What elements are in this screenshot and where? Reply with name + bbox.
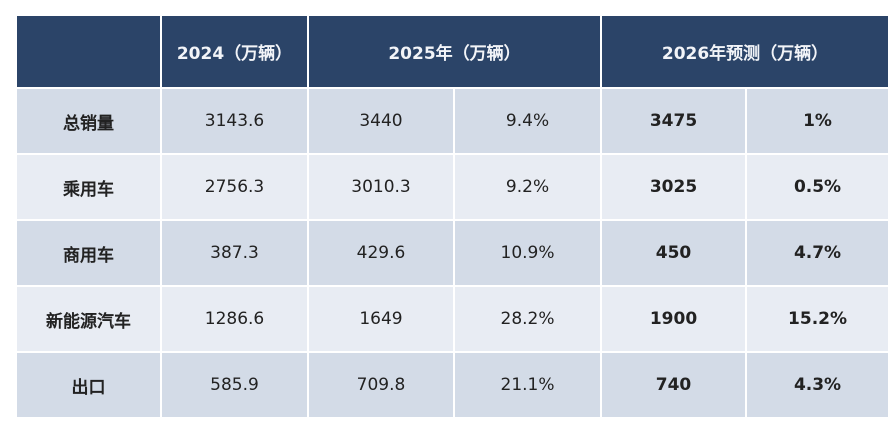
table-row: 乘用车 2756.3 3010.3 9.2% 3025 0.5% — [15, 153, 891, 221]
row-label: 商用车 — [15, 219, 162, 287]
table-row: 新能源汽车 1286.6 1649 28.2% 1900 15.2% — [15, 285, 891, 353]
growth-2026: 15.2% — [745, 285, 891, 353]
value-2024: 2756.3 — [160, 153, 309, 221]
row-label: 出口 — [15, 351, 162, 419]
growth-2026: 0.5% — [745, 153, 891, 221]
value-2026: 3475 — [600, 87, 748, 155]
growth-2026: 4.7% — [745, 219, 891, 287]
value-2025: 3440 — [307, 87, 455, 155]
value-2025: 709.8 — [307, 351, 455, 419]
value-2026: 1900 — [600, 285, 748, 353]
header-2026: 2026年预测（万辆） — [600, 14, 891, 89]
growth-2026: 4.3% — [745, 351, 891, 419]
growth-2026: 1% — [745, 87, 891, 155]
value-2024: 585.9 — [160, 351, 309, 419]
table-row: 总销量 3143.6 3440 9.4% 3475 1% — [15, 87, 891, 155]
value-2024: 1286.6 — [160, 285, 309, 353]
growth-2025: 21.1% — [452, 351, 603, 419]
header-row: 2024（万辆） 2025年（万辆） 2026年预测（万辆） — [15, 14, 891, 89]
header-2024: 2024（万辆） — [160, 14, 309, 89]
value-2025: 429.6 — [307, 219, 455, 287]
value-2025: 1649 — [307, 285, 455, 353]
table-row: 商用车 387.3 429.6 10.9% 450 4.7% — [15, 219, 891, 287]
row-label: 乘用车 — [15, 153, 162, 221]
growth-2025: 10.9% — [452, 219, 603, 287]
growth-2025: 28.2% — [452, 285, 603, 353]
value-2026: 3025 — [600, 153, 748, 221]
value-2026: 740 — [600, 351, 748, 419]
growth-2025: 9.2% — [452, 153, 603, 221]
value-2026: 450 — [600, 219, 748, 287]
sales-table: 2024（万辆） 2025年（万辆） 2026年预测（万辆） 总销量 3143.… — [15, 14, 891, 419]
value-2024: 387.3 — [160, 219, 309, 287]
table-row: 出口 585.9 709.8 21.1% 740 4.3% — [15, 351, 891, 419]
header-empty — [15, 14, 162, 89]
header-2025: 2025年（万辆） — [306, 14, 603, 89]
row-label: 新能源汽车 — [15, 285, 162, 353]
growth-2025: 9.4% — [452, 87, 603, 155]
row-label: 总销量 — [15, 87, 162, 155]
value-2024: 3143.6 — [160, 87, 309, 155]
value-2025: 3010.3 — [307, 153, 455, 221]
